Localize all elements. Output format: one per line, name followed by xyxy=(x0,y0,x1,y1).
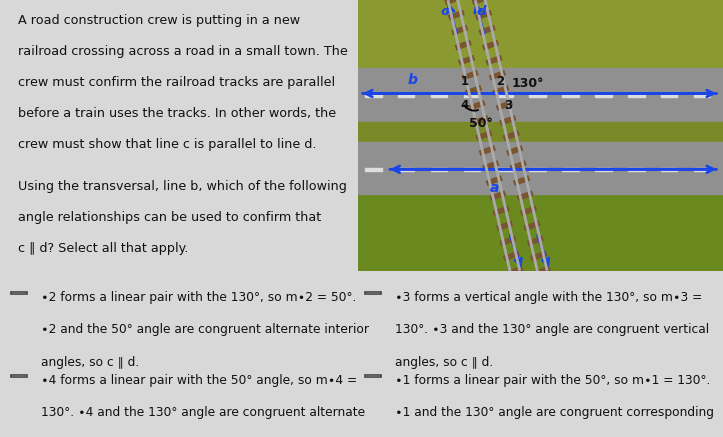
Text: 2: 2 xyxy=(496,75,504,88)
Bar xyxy=(661,167,677,171)
Bar xyxy=(628,167,644,171)
Text: angles, so c ∥ d.: angles, so c ∥ d. xyxy=(41,356,140,369)
Text: before a train uses the tracks. In other words, the: before a train uses the tracks. In other… xyxy=(18,107,336,120)
Bar xyxy=(431,167,448,171)
Bar xyxy=(358,68,723,122)
Text: railroad crossing across a road in a small town. The: railroad crossing across a road in a sma… xyxy=(18,45,348,58)
Bar xyxy=(595,94,612,97)
Text: d: d xyxy=(476,4,486,17)
Text: ∙1 forms a linear pair with the 50°, so m∙1 = 130°.: ∙1 forms a linear pair with the 50°, so … xyxy=(395,374,711,387)
Bar xyxy=(358,194,723,271)
Text: 130°: 130° xyxy=(512,77,544,90)
Text: 1: 1 xyxy=(461,75,469,88)
Text: a: a xyxy=(489,180,499,194)
Bar xyxy=(365,94,382,97)
Text: 3: 3 xyxy=(505,99,513,112)
FancyBboxPatch shape xyxy=(11,375,27,377)
Text: c: c xyxy=(440,4,448,17)
Text: 50°: 50° xyxy=(469,118,492,130)
Text: angle relationships can be used to confirm that: angle relationships can be used to confi… xyxy=(18,212,321,224)
Bar xyxy=(358,0,723,68)
Bar xyxy=(431,94,448,97)
Bar xyxy=(497,94,513,97)
Bar xyxy=(661,94,677,97)
Text: A road construction crew is putting in a new: A road construction crew is putting in a… xyxy=(18,14,300,27)
Text: ∙3 forms a vertical angle with the 130°, so m∙3 =: ∙3 forms a vertical angle with the 130°,… xyxy=(395,291,703,304)
Text: c ∥ d? Select all that apply.: c ∥ d? Select all that apply. xyxy=(18,243,188,256)
Bar xyxy=(562,167,579,171)
Text: b: b xyxy=(407,73,417,87)
Bar xyxy=(358,122,723,142)
Bar xyxy=(463,167,480,171)
Bar xyxy=(497,167,513,171)
Bar xyxy=(529,167,546,171)
Text: 130°. ∙4 and the 130° angle are congruent alternate: 130°. ∙4 and the 130° angle are congruen… xyxy=(41,406,365,419)
Bar xyxy=(398,94,414,97)
Text: ∙1 and the 130° angle are congruent corresponding: ∙1 and the 130° angle are congruent corr… xyxy=(395,406,714,419)
Bar xyxy=(529,94,546,97)
Bar xyxy=(365,167,382,171)
FancyBboxPatch shape xyxy=(11,292,27,294)
Text: crew must show that line c is parallel to line d.: crew must show that line c is parallel t… xyxy=(18,138,317,151)
Bar xyxy=(562,94,579,97)
Text: Using the transversal, line b, which of the following: Using the transversal, line b, which of … xyxy=(18,180,347,193)
Text: angles, so c ∥ d.: angles, so c ∥ d. xyxy=(395,356,494,369)
Bar xyxy=(398,167,414,171)
Text: 130°. ∙3 and the 130° angle are congruent vertical: 130°. ∙3 and the 130° angle are congruen… xyxy=(395,323,709,336)
Bar xyxy=(628,94,644,97)
FancyBboxPatch shape xyxy=(365,292,381,294)
Text: 4: 4 xyxy=(461,99,469,112)
Bar xyxy=(694,94,710,97)
Bar xyxy=(358,142,723,194)
FancyBboxPatch shape xyxy=(365,375,381,377)
Text: ∙4 forms a linear pair with the 50° angle, so m∙4 =: ∙4 forms a linear pair with the 50° angl… xyxy=(41,374,357,387)
Bar xyxy=(463,94,480,97)
Text: crew must confirm the railroad tracks are parallel: crew must confirm the railroad tracks ar… xyxy=(18,76,335,89)
Bar xyxy=(694,167,710,171)
Bar xyxy=(595,167,612,171)
Text: ∙2 and the 50° angle are congruent alternate interior: ∙2 and the 50° angle are congruent alter… xyxy=(41,323,369,336)
Text: ∙2 forms a linear pair with the 130°, so m∙2 = 50°.: ∙2 forms a linear pair with the 130°, so… xyxy=(41,291,356,304)
